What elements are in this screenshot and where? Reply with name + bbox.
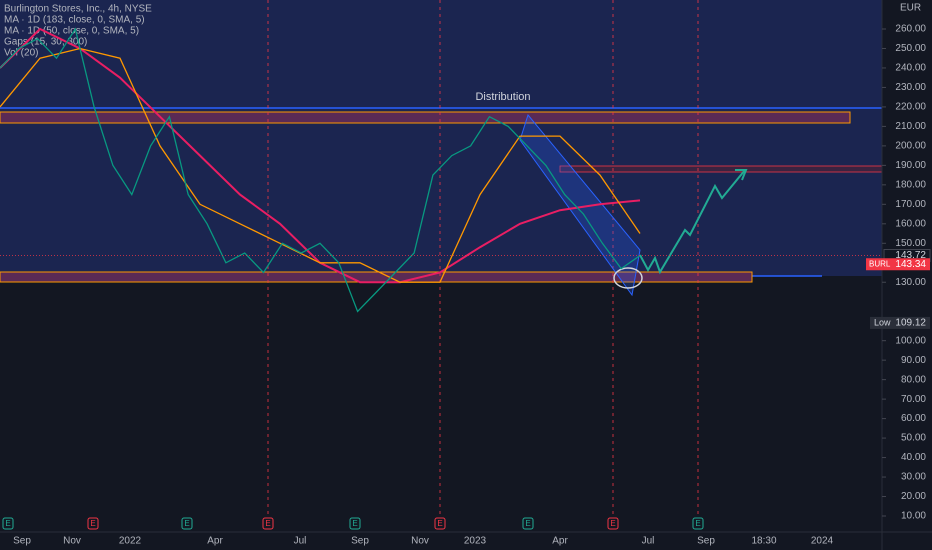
event-marker bbox=[692, 517, 704, 530]
x-tick-label: 2024 bbox=[811, 536, 834, 547]
event-label: E bbox=[352, 519, 357, 528]
y-tick-label: 50.00 bbox=[901, 433, 926, 444]
projection-path bbox=[639, 169, 746, 275]
event-label: E bbox=[90, 519, 95, 528]
y-tick-label: 60.00 bbox=[901, 413, 926, 424]
x-tick-label: 2023 bbox=[464, 536, 487, 547]
event-label: E bbox=[525, 519, 530, 528]
x-tick-label: Sep bbox=[351, 536, 369, 547]
ma-short-line bbox=[0, 47, 641, 283]
y-tick-label: 190.00 bbox=[895, 160, 926, 171]
session-lines bbox=[267, 0, 699, 530]
y-tick-label: 80.00 bbox=[901, 374, 926, 385]
x-tick-label: 18:30 bbox=[751, 536, 776, 547]
event-label: E bbox=[5, 519, 10, 528]
y-tick-label: 200.00 bbox=[895, 141, 926, 152]
price-axis bbox=[882, 0, 932, 550]
y-tick-label: 10.00 bbox=[901, 511, 926, 522]
event-marker bbox=[2, 517, 14, 530]
y-tick-label: 160.00 bbox=[895, 218, 926, 229]
y-tick-label: 150.00 bbox=[895, 238, 926, 249]
y-tick-label: 130.00 bbox=[895, 277, 926, 288]
y-tick-label: 20.00 bbox=[901, 491, 926, 502]
legend-gaps: Gaps (15, 30, 300) bbox=[4, 37, 87, 48]
symbol-badge bbox=[866, 258, 930, 271]
y-tick-label: 100.00 bbox=[895, 335, 926, 346]
event-marker bbox=[262, 517, 274, 530]
annotation: Distribution bbox=[475, 91, 530, 103]
legend-ma-short: MA · 1D (50, close, 0, SMA, 5) bbox=[4, 26, 139, 37]
y-tick-label: 70.00 bbox=[901, 394, 926, 405]
y-tick-label: 260.00 bbox=[895, 24, 926, 35]
currency: EUR bbox=[900, 3, 921, 14]
y-tick-label: 230.00 bbox=[895, 82, 926, 93]
event-label: E bbox=[610, 519, 615, 528]
x-tick-label: Sep bbox=[13, 536, 31, 547]
event-marker bbox=[607, 517, 619, 530]
event-marker bbox=[87, 517, 99, 530]
legend-volume: Vol (20) bbox=[4, 48, 38, 59]
event-label: E bbox=[695, 519, 700, 528]
x-tick-label: Jul bbox=[642, 536, 655, 547]
legend-ma-long: MA · 1D (183, close, 0, SMA, 5) bbox=[4, 15, 145, 26]
y-tick-label: 210.00 bbox=[895, 121, 926, 132]
x-tick-label: 2022 bbox=[119, 536, 142, 547]
x-tick-label: Apr bbox=[552, 536, 568, 547]
x-tick-label: Apr bbox=[207, 536, 223, 547]
y-tick-label: 40.00 bbox=[901, 452, 926, 463]
y-tick-label: 90.00 bbox=[901, 355, 926, 366]
event-marker bbox=[349, 517, 361, 530]
event-marker bbox=[434, 517, 446, 530]
y-tick-label: 180.00 bbox=[895, 179, 926, 190]
x-tick-label: Jul bbox=[294, 536, 307, 547]
y-tick-label: 220.00 bbox=[895, 102, 926, 113]
range-box bbox=[0, 0, 882, 276]
legend-symbol: Burlington Stores, Inc., 4h, NYSE bbox=[4, 4, 152, 15]
event-label: E bbox=[265, 519, 270, 528]
y-tick-label: 240.00 bbox=[895, 63, 926, 74]
event-marker bbox=[522, 517, 534, 530]
y-tick-label: 30.00 bbox=[901, 472, 926, 483]
highlight-circle bbox=[613, 267, 643, 289]
low-price-label: 109.12 bbox=[895, 318, 926, 329]
x-tick-label: Sep bbox=[697, 536, 715, 547]
symbol-tag: BURL bbox=[869, 259, 891, 268]
bid-price-label: 143.34 bbox=[895, 259, 926, 270]
event-label: E bbox=[437, 519, 442, 528]
x-tick-label: Nov bbox=[63, 536, 81, 547]
projection-arrow bbox=[735, 169, 748, 181]
last-price-label: 143.72 bbox=[895, 250, 926, 261]
event-marker bbox=[181, 517, 193, 530]
low-badge bbox=[870, 316, 930, 329]
y-tick-label: 250.00 bbox=[895, 43, 926, 54]
distribution-zone bbox=[0, 111, 851, 124]
low-label: Low bbox=[874, 317, 891, 327]
demand-zone bbox=[0, 271, 753, 283]
x-tick-label: Nov bbox=[411, 536, 429, 547]
price-line bbox=[0, 27, 641, 313]
y-tick-label: 170.00 bbox=[895, 199, 926, 210]
event-label: E bbox=[184, 519, 189, 528]
